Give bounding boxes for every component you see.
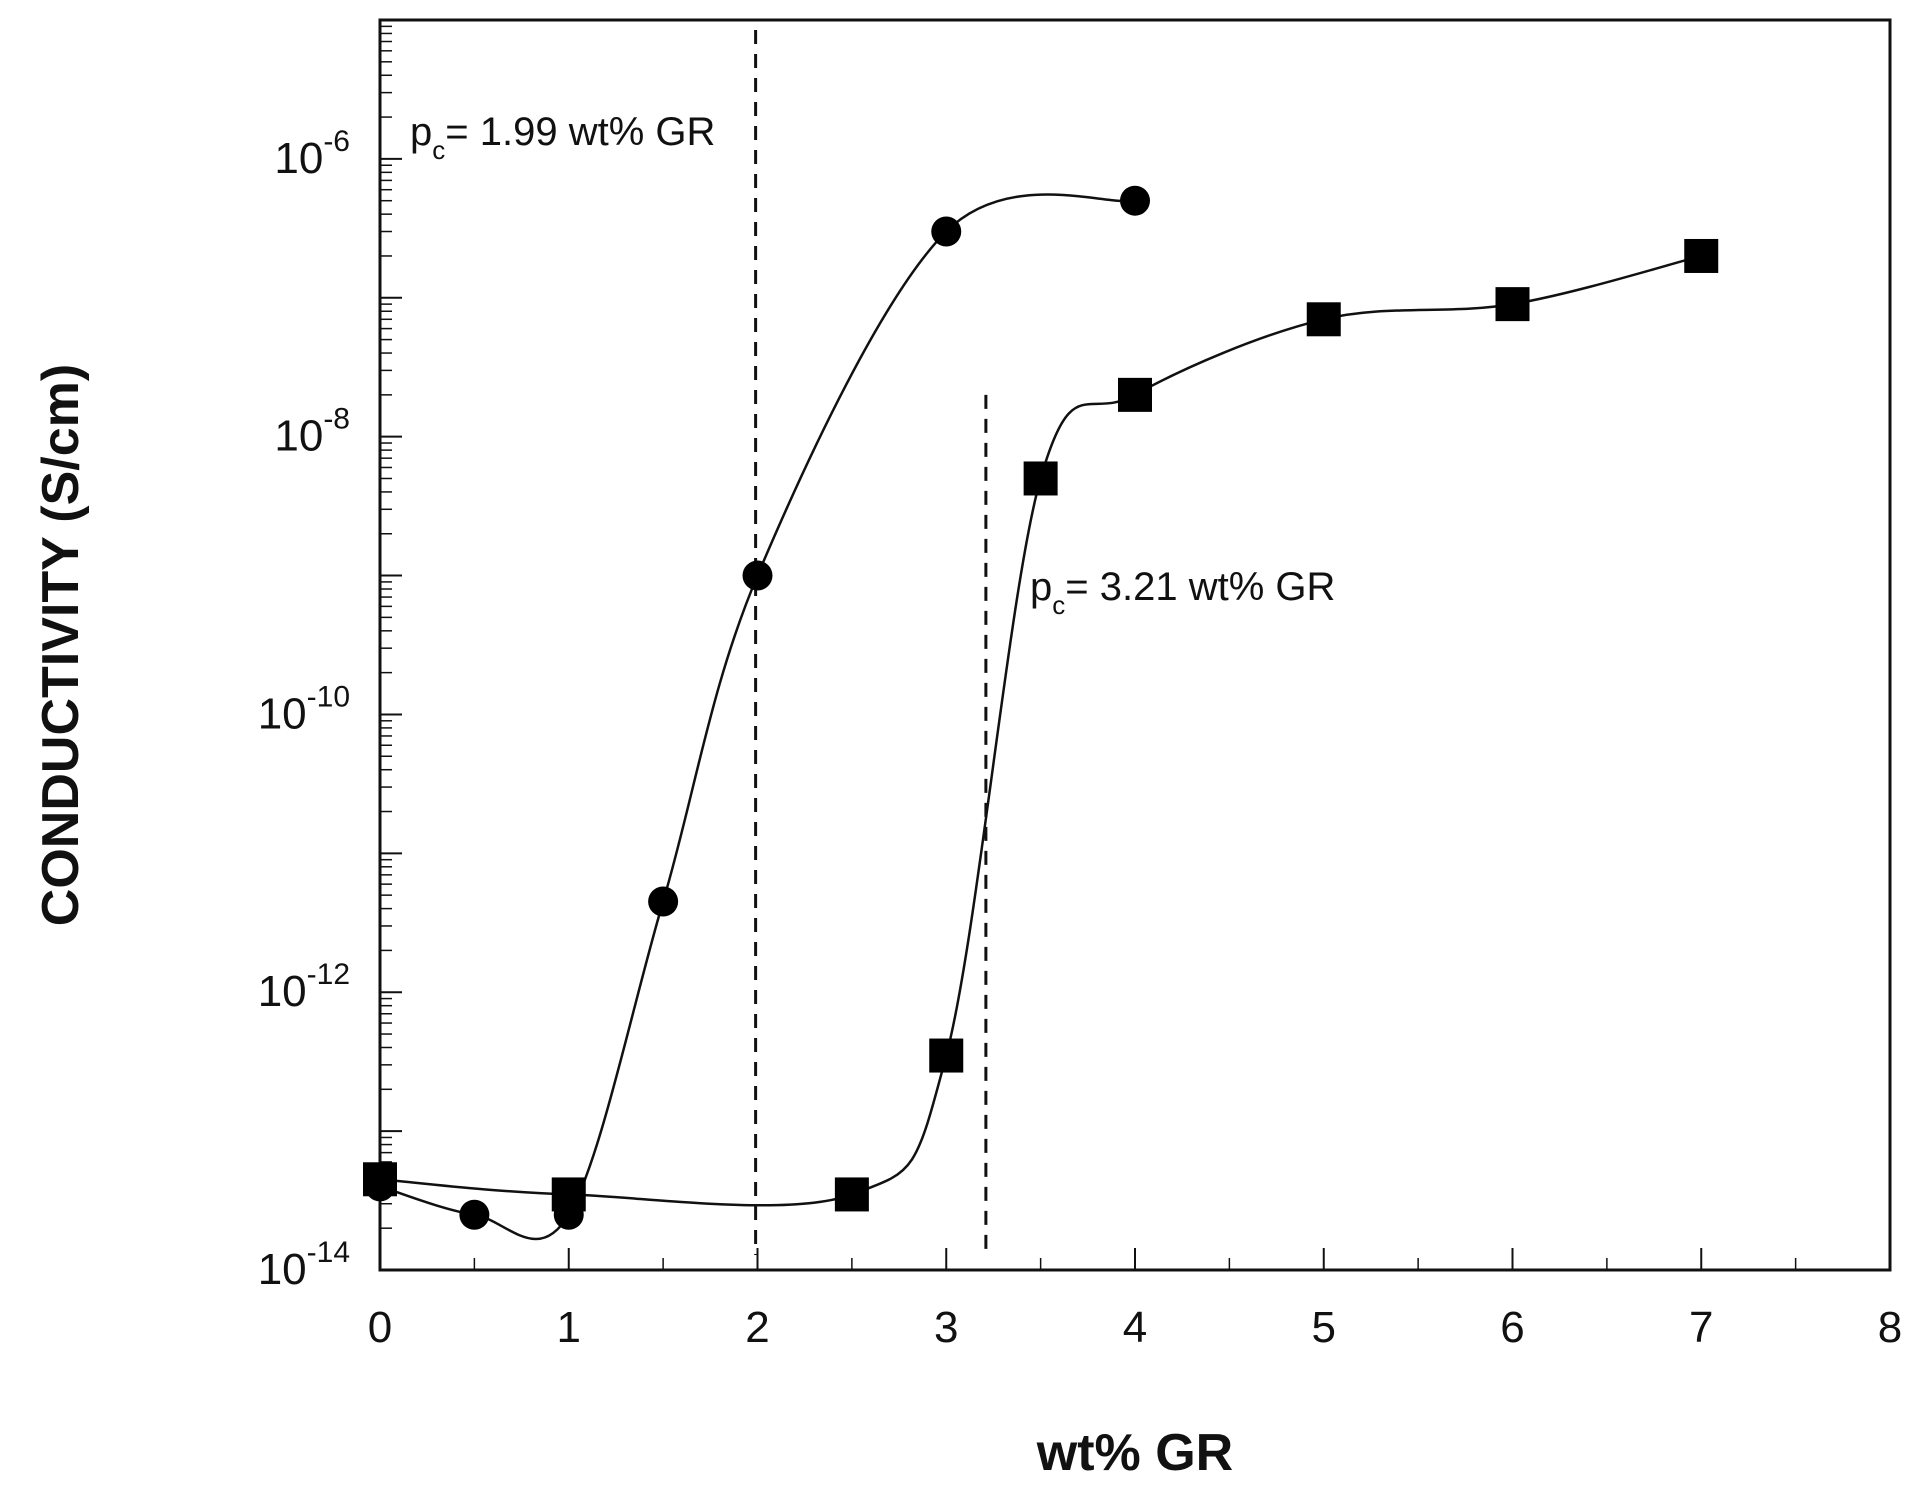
circle-point xyxy=(1120,185,1150,216)
x-tick-label: 4 xyxy=(1123,1303,1147,1352)
square-point xyxy=(834,1177,869,1212)
x-tick-label: 2 xyxy=(745,1303,769,1352)
minor-ticks xyxy=(380,25,1797,1270)
square-point xyxy=(1306,302,1341,337)
y-tick-label: 10-14 xyxy=(258,1236,350,1294)
annotations: pc= 1.99 wt% GR pc= 3.21 wt% GR xyxy=(410,110,1335,620)
data-points xyxy=(363,185,1719,1230)
circle-point xyxy=(931,216,962,247)
y-axis-title: CONDUCTIVITY (S/cm) xyxy=(32,364,90,926)
threshold-label: pc= 3.21 wt% GR xyxy=(1030,565,1335,620)
y-tick-label: 10-10 xyxy=(258,680,350,738)
square-point xyxy=(929,1038,964,1073)
threshold-label: pc= 1.99 wt% GR xyxy=(410,110,715,165)
square-point xyxy=(1684,238,1719,273)
fit-curve-2 xyxy=(379,254,1702,1207)
threshold-lines xyxy=(754,30,988,1255)
x-axis-ticks: 0 1 2 3 4 5 6 7 8 xyxy=(368,1248,1902,1352)
circle-point xyxy=(648,886,679,917)
x-tick-label: 0 xyxy=(368,1303,392,1352)
y-axis-ticks: 10-6 10-8 10-10 10-12 10-14 xyxy=(258,19,402,1294)
y-tick-label: 10-12 xyxy=(258,958,350,1016)
square-point xyxy=(551,1177,586,1212)
x-tick-label: 3 xyxy=(934,1303,958,1352)
square-point xyxy=(1118,377,1152,412)
x-tick-label: 1 xyxy=(557,1303,581,1352)
square-point xyxy=(1495,287,1530,322)
circle-point xyxy=(742,560,773,591)
x-tick-label: 5 xyxy=(1312,1303,1336,1352)
y-tick-label: 10-8 xyxy=(274,403,350,461)
x-axis-title: wt% GR xyxy=(1036,1424,1233,1482)
circle-point xyxy=(459,1199,490,1230)
fit-curves xyxy=(379,193,1702,1241)
x-tick-label: 7 xyxy=(1689,1303,1713,1352)
x-tick-label: 6 xyxy=(1500,1303,1524,1352)
square-point xyxy=(1023,461,1058,496)
x-tick-label: 8 xyxy=(1878,1303,1902,1352)
y-tick-label: 10-6 xyxy=(274,125,350,183)
fit-curve-1 xyxy=(379,193,1136,1241)
square-point xyxy=(363,1162,397,1197)
